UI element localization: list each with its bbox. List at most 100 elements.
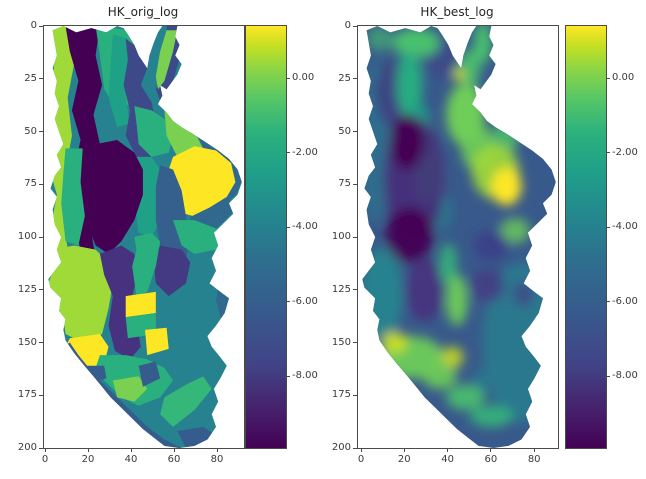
colorbar-tickmark <box>285 77 290 79</box>
colorbar-tick-label: -6.00 <box>292 295 318 307</box>
x-tickmark <box>403 448 405 452</box>
colorbar-tick-label: 0.00 <box>612 72 635 83</box>
y-tickmark <box>38 78 43 80</box>
region-navy-patch-2 <box>138 361 160 387</box>
blob-green-ridge-b <box>445 274 468 326</box>
colorbar-tick-label: -4.00 <box>292 221 318 232</box>
blob-bottom-yellow-spot <box>441 346 463 368</box>
y-tickmark <box>352 25 357 27</box>
blob-green-band-b <box>396 51 423 119</box>
x-tickmark <box>130 448 132 452</box>
y-tickmark <box>38 236 43 238</box>
region-dark-navy-cr <box>153 245 190 297</box>
y-tickmark <box>38 131 43 132</box>
colorbar-tickmark <box>605 375 610 377</box>
colorbar-tickmark <box>605 77 610 79</box>
y-tick-label: 200 <box>331 442 351 453</box>
y-tick-label: 175 <box>331 389 351 401</box>
hk-best-log-axes <box>356 25 559 449</box>
region-green-se-of-yellow <box>172 220 225 254</box>
y-tick-label: 25 <box>24 72 37 84</box>
colorbar-tickmark <box>285 301 290 302</box>
x-tick-label: 0 <box>41 454 49 465</box>
y-tick-label: 50 <box>24 125 37 137</box>
hk-orig-log-axes <box>42 25 245 449</box>
y-tick-label: 25 <box>338 72 351 84</box>
blob-purple-core-n <box>389 114 425 170</box>
blob-yellow-core <box>490 167 521 206</box>
y-tick-label: 125 <box>331 283 351 295</box>
colorbar-tick-label: -8.00 <box>292 370 318 381</box>
blob-dark-spot-a <box>473 230 509 261</box>
blob-teal-hole <box>471 369 493 392</box>
y-tickmark <box>38 183 43 185</box>
blob-navy-east-spot <box>512 281 534 307</box>
blob-dark-spot-b <box>469 268 504 303</box>
x-tick-label: 40 <box>441 454 454 465</box>
blob-arm-yellow-speck <box>453 68 464 81</box>
y-tick-label: 175 <box>17 389 37 401</box>
y-tickmark <box>352 394 357 396</box>
blob-arm-green-a <box>473 26 491 64</box>
hk-best-log-colorbar <box>564 25 607 449</box>
x-tickmark <box>490 448 492 452</box>
x-tick-label: 60 <box>484 454 498 465</box>
y-tickmark <box>38 342 43 343</box>
x-tick-label: 60 <box>167 454 181 465</box>
region-mid-green <box>133 106 173 157</box>
x-tickmark <box>533 448 535 452</box>
region-east-lightgreen <box>163 110 203 157</box>
y-tick-label: 150 <box>331 336 351 348</box>
chart-title-orig: HK_orig_log <box>107 5 179 19</box>
blob-arm-green-b <box>458 49 481 88</box>
colorbar-tick-label: -8.00 <box>612 370 638 381</box>
region-bottom-lightgreen <box>112 376 147 402</box>
x-tickmark <box>447 448 449 452</box>
y-tickmark <box>352 131 357 132</box>
chart-title-best: HK_best_log <box>420 5 494 19</box>
colorbar-tickmark <box>605 226 610 228</box>
colorbar-tick-label: -4.00 <box>612 221 638 232</box>
blob-coast-green-a <box>422 363 457 389</box>
region-green-right-indigo <box>131 232 160 297</box>
blob-green-nw-corner <box>366 26 392 52</box>
blob-teal-west-low <box>361 247 403 341</box>
region-yellow-square <box>144 327 169 356</box>
x-tickmark <box>44 448 46 452</box>
blob-green-band-a <box>391 28 440 58</box>
x-tick-label: 40 <box>124 454 138 465</box>
colorbar-tick-label: -2.00 <box>292 146 318 158</box>
blob-green-east-low <box>499 218 530 244</box>
x-tick-label: 80 <box>210 454 224 465</box>
y-tickmark <box>352 289 357 291</box>
blob-indigo-blob <box>404 258 444 322</box>
region-blue-east-band <box>215 258 242 343</box>
x-tick-label: 20 <box>81 454 95 465</box>
y-tick-label: 150 <box>17 336 37 348</box>
blob-green-ridge-a <box>439 243 457 286</box>
y-tickmark <box>352 183 357 185</box>
y-tick-label: 75 <box>338 178 351 190</box>
colorbar-tickmark <box>285 375 290 377</box>
y-tick-label: 0 <box>344 20 351 31</box>
colorbar-tickmark <box>285 226 290 228</box>
y-tickmark <box>38 289 43 291</box>
x-tickmark <box>87 448 89 452</box>
y-tick-label: 75 <box>24 178 37 190</box>
blob-purple-core-s <box>385 207 433 263</box>
colorbar-tick-label: 0.00 <box>292 72 315 83</box>
blob-coast-green-b <box>445 384 485 411</box>
region-big-yellow <box>168 146 235 216</box>
region-green-se-diagonal <box>159 376 212 427</box>
y-tickmark <box>352 447 357 449</box>
y-tickmark <box>352 78 357 80</box>
x-tick-label: 80 <box>527 454 541 465</box>
region-yellow-strip <box>125 291 156 318</box>
x-tickmark <box>173 448 175 452</box>
blob-sw-yellow-spot <box>381 331 407 354</box>
y-tick-label: 100 <box>331 231 351 242</box>
x-tick-label: 20 <box>397 454 411 465</box>
y-tickmark <box>352 342 357 343</box>
y-tickmark <box>38 447 43 449</box>
